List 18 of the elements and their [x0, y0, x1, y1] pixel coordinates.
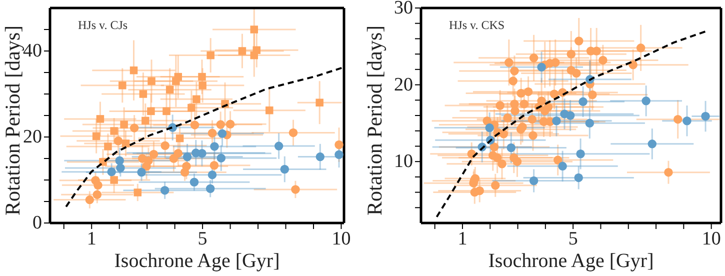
y-tick-label: 10	[394, 151, 413, 172]
x-tick-label: 10	[332, 228, 351, 250]
x-tick-label: 5	[198, 228, 208, 250]
y-tick-label: 30	[394, 0, 413, 18]
y-tick-label: 20	[394, 74, 413, 96]
x-tick-label: 5	[568, 228, 578, 250]
x-tick-label: 1	[86, 228, 96, 250]
annotation: HJs v. CKS	[449, 18, 505, 33]
x-axis-title: Isochrone Age [Gyr]	[488, 250, 654, 272]
x-tick-label: 1	[458, 228, 468, 250]
x-axis-title: Isochrone Age [Gyr]	[114, 250, 280, 272]
y-axis-title: Rotation Period [days]	[362, 25, 386, 216]
y-tick-label: 0	[32, 212, 42, 234]
y-axis-title: Rotation Period [days]	[0, 25, 24, 216]
y-tick-label: 40	[23, 40, 42, 62]
x-tick-label: 10	[702, 228, 721, 250]
annotation: HJs v. CJs	[78, 18, 128, 33]
y-tick-label: 20	[23, 126, 42, 148]
